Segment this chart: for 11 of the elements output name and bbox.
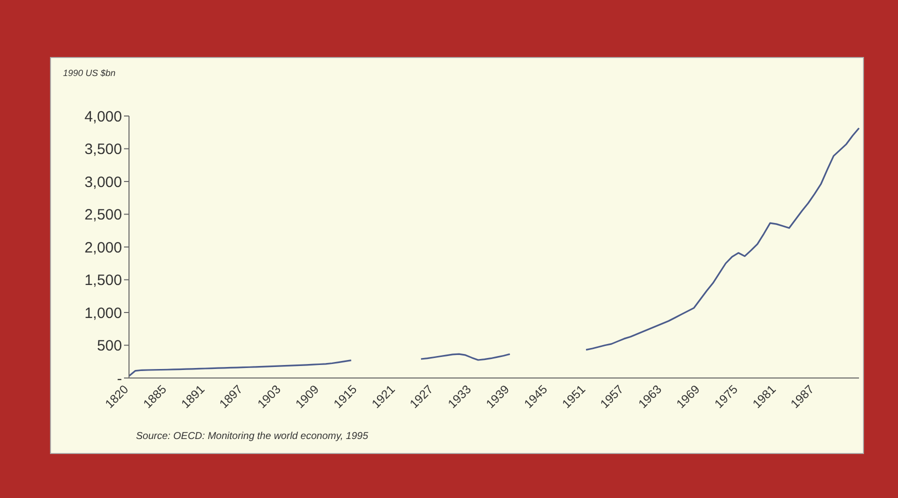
- y-tick-label: 4,000: [84, 108, 122, 126]
- source-note: Source: OECD: Monitoring the world economy, 1995: [136, 431, 368, 442]
- y-tick-label: 2,000: [84, 239, 122, 256]
- y-tick-label: 1,500: [84, 272, 122, 290]
- y-tick-label: 3,500: [84, 141, 122, 158]
- y-tick-label: -: [117, 370, 122, 388]
- y-tick-label: 500: [96, 338, 122, 355]
- y-tick-label: 1,000: [84, 304, 122, 322]
- y-tick-label: 2,500: [84, 206, 122, 224]
- y-axis-title: 1990 US $bn: [63, 68, 116, 78]
- y-tick-label: 3,000: [84, 174, 122, 191]
